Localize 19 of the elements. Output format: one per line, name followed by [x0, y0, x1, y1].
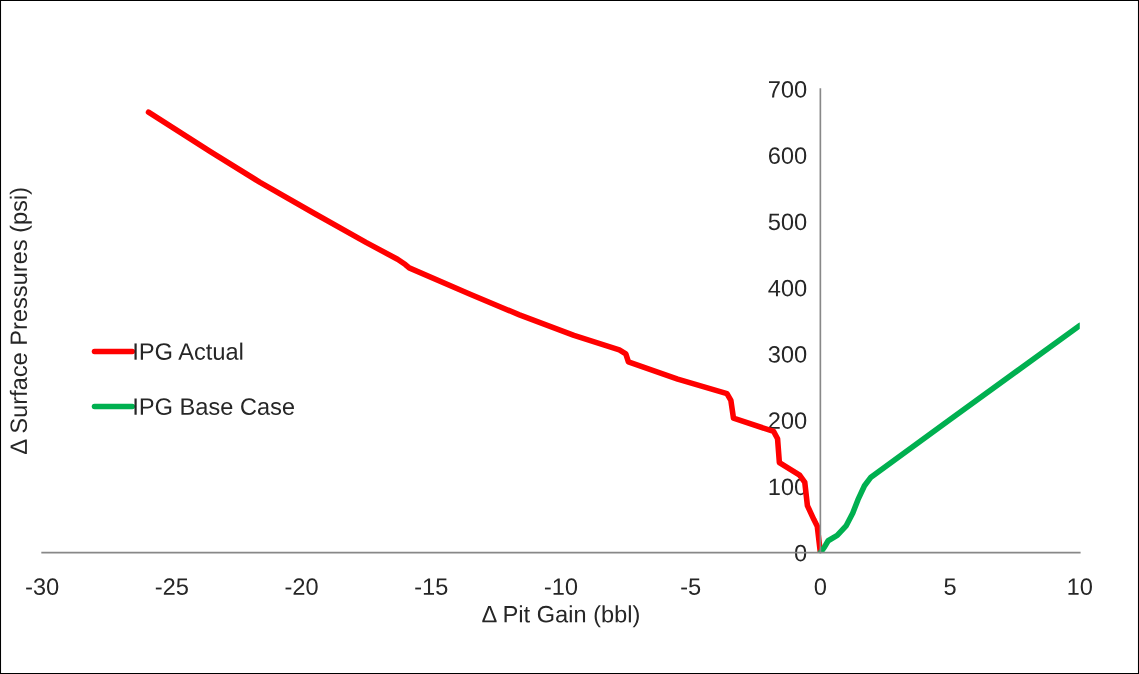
- y-axis-title: Δ Surface Pressures (psi): [9, 188, 32, 454]
- x-axis-title: Δ Pit Gain (bbl): [482, 605, 639, 628]
- legend-label: IPG Actual: [134, 342, 243, 360]
- x-tick-label: 5: [944, 578, 956, 596]
- x-tick-label: -20: [285, 578, 318, 596]
- x-tick-label: -15: [415, 578, 448, 596]
- legend-label: IPG Base Case: [134, 398, 294, 415]
- y-tick-label: 600: [768, 147, 807, 164]
- y-tick-label: 700: [768, 81, 807, 98]
- y-tick-label: 500: [768, 213, 807, 231]
- x-tick-label: 0: [814, 578, 827, 596]
- x-tick-label: -25: [155, 578, 188, 596]
- x-tick-label: -30: [26, 578, 59, 596]
- y-tick-label: 300: [768, 346, 807, 363]
- y-tick-label: 400: [768, 279, 807, 297]
- x-tick-label: -10: [544, 578, 578, 596]
- x-tick-label: 10: [1068, 578, 1092, 596]
- x-tick-label: -5: [681, 578, 701, 596]
- y-tick-label: 200: [768, 412, 807, 429]
